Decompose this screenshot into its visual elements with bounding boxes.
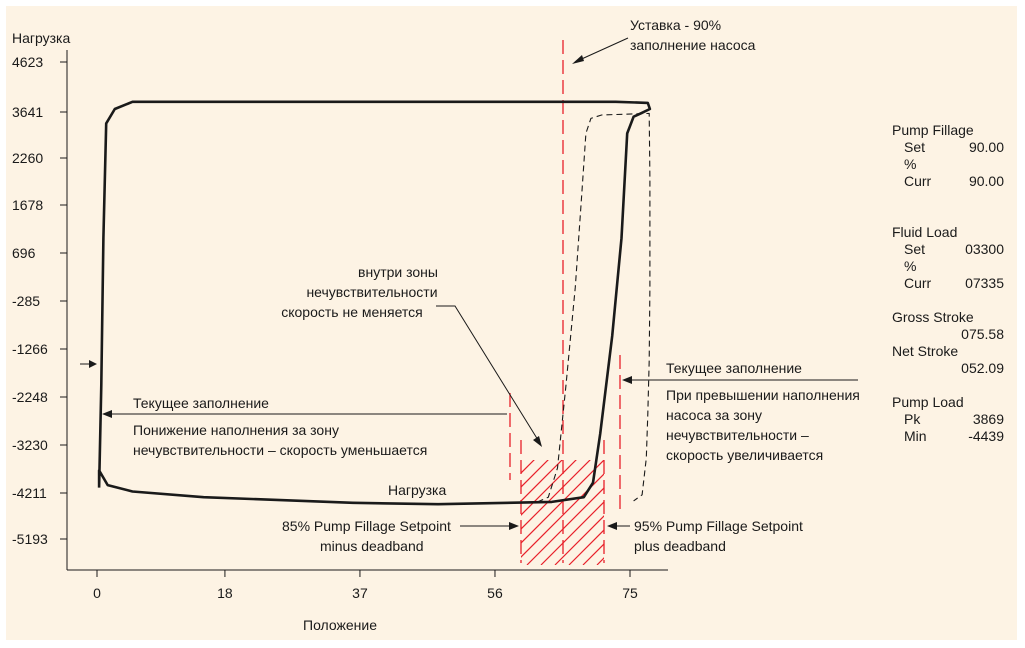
curves [97, 100, 652, 506]
fluid-load-title: Fluid Load [892, 224, 958, 240]
net-stroke-title: Net Stroke [892, 343, 959, 359]
hatch-line [540, 501, 604, 565]
hatch-line [554, 515, 604, 565]
fluid-load-curr-row: Curr 07335 [892, 275, 1012, 292]
x-tick-label: 75 [622, 585, 638, 601]
pump-load-pk-value: 3869 [972, 411, 1004, 427]
fluid-load-set-row: Set % 03300 [892, 241, 1012, 275]
pump-load-min-row: Min -4439 [892, 428, 1012, 445]
increase-label: насоса за зону [666, 407, 762, 423]
pump-fillage-curr-label: Curr [904, 173, 932, 189]
pump-load-pk-label: Pk [904, 411, 921, 427]
net-stroke-value: 052.09 [961, 360, 1004, 376]
sp85-arrow-head [509, 522, 519, 530]
increase-label: При превышении наполнения [666, 387, 860, 403]
pump-fillage-title: Pump Fillage [892, 122, 974, 138]
sp95-label: 95% Pump Fillage Setpoint [634, 518, 803, 534]
y-tick-label: -4211 [12, 485, 47, 501]
y-tick-label: -1266 [12, 341, 48, 357]
pump-fillage-set-row: Set % 90.00 [892, 139, 1012, 173]
setpoint-leader-line [574, 37, 629, 63]
surface-card-curve [97, 100, 652, 506]
hatch-line [521, 473, 604, 558]
y-tick-label: 1678 [12, 197, 43, 213]
pump-fillage-set-value: 90.00 [968, 139, 1004, 155]
sp85-label: minus deadband [320, 538, 424, 554]
hatch-line [521, 460, 563, 502]
fluid-load-set-label: Set % [904, 241, 926, 274]
y-tick-label: 2260 [12, 150, 43, 166]
sp95-arrow-head [607, 522, 617, 530]
hatch-line [521, 460, 604, 544]
setpoint-label: Уставка - 90% [630, 17, 721, 33]
decrease-label: Понижение наполнения за зону [133, 422, 339, 438]
y-tick-label: -3230 [12, 437, 48, 453]
y-tick-label: -285 [12, 293, 40, 309]
hatch-line [521, 460, 577, 516]
hatch-line [526, 487, 604, 565]
x-tick-label: 0 [93, 585, 101, 601]
x-tick-label: 56 [487, 585, 503, 601]
pump-load-min-label: Min [904, 428, 927, 444]
readout-panel: Pump Fillage Set % 90.00 Curr 90.00 Flui… [892, 122, 1012, 445]
left-fill-arrow-head [102, 410, 112, 418]
y-tick-label: -2248 [12, 389, 48, 405]
hatch-line [521, 460, 549, 488]
hatch-line [582, 543, 604, 565]
pump-load-pk-row: Pk 3869 [892, 411, 1012, 428]
setpoint-arrow-head [572, 55, 584, 64]
deadband-hatch [415, 455, 847, 565]
fluid-load-curr-label: Curr [904, 275, 932, 291]
inside-deadband-arrow [533, 436, 542, 447]
inside-deadband-label: скорость не меняется [281, 304, 423, 320]
net-stroke-row: 052.09 [892, 360, 1012, 377]
y-tick-label: 3641 [12, 104, 43, 120]
decrease-label: нечувствительности – скорость уменьшаетс… [133, 442, 427, 458]
hatch-line [737, 455, 847, 565]
left-current-fill-label: Текущее заполнение [133, 395, 269, 411]
inside-deadband-label: внутри зоны [358, 264, 438, 280]
pump-fillage-set-label: Set % [904, 139, 926, 172]
x-tick-label: 18 [217, 585, 233, 601]
setpoint-label: заполнение насоса [630, 37, 756, 53]
y-tick-label: -5193 [12, 531, 48, 547]
chart-background [6, 6, 1017, 640]
increase-label: скорость увеличивается [666, 447, 823, 463]
fluid-load-set-value: 03300 [965, 241, 1004, 257]
right-fill-arrow-head [622, 376, 632, 384]
load-label: Нагрузка [388, 482, 446, 498]
y-axis-label: Нагрузка [12, 30, 70, 46]
y-tick-label: 696 [12, 245, 36, 261]
inside-deadband-leader [436, 305, 539, 441]
pump-fillage-curr-row: Curr 90.00 [892, 173, 1012, 190]
increase-label: нечувствительности – [666, 427, 809, 443]
x-tick-label: 37 [352, 585, 368, 601]
hatch-line [415, 455, 525, 565]
pump-fillage-curr-value: 90.00 [968, 173, 1004, 189]
tick-labels: Нагрузка 4623 3641 2260 1678 696 -285 -1266 -224… [12, 30, 638, 633]
hatch-line [521, 460, 535, 474]
gross-stroke-value: 075.58 [961, 326, 1004, 342]
y-tick-label: 4623 [12, 54, 43, 70]
right-current-fill-label: Текущее заполнение [666, 360, 802, 376]
hatch-line [521, 460, 591, 530]
hatch-line [568, 529, 604, 565]
annotations: Уставка - 90% заполнение насоса внутри зон… [80, 17, 860, 554]
gross-stroke-row: 075.58 [892, 326, 1012, 343]
sp85-label: 85% Pump Fillage Setpoint [282, 518, 451, 534]
sp95-label: plus deadband [634, 538, 726, 554]
left-edge-arrow-head [89, 360, 97, 368]
axes [66, 50, 668, 571]
fluid-load-curr-value: 07335 [965, 275, 1004, 291]
gross-stroke-title: Gross Stroke [892, 309, 974, 325]
dashed-card-curve [537, 112, 651, 503]
hatch-line [723, 455, 833, 565]
pump-load-title: Pump Load [892, 394, 964, 410]
x-axis-label: Положение [303, 617, 377, 633]
inside-deadband-label: нечувствительности [306, 284, 437, 300]
pump-load-min-value: -4439 [968, 428, 1004, 444]
